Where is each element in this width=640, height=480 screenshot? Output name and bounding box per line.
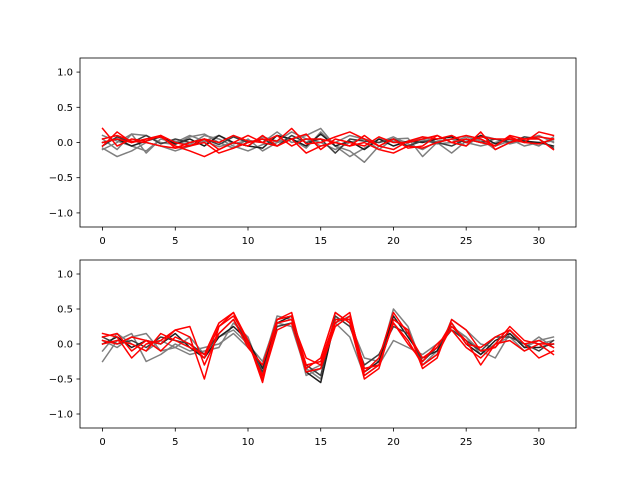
x-tick-label: 20 (387, 437, 400, 448)
x-tick-label: 15 (314, 437, 327, 448)
series-line-7 (101, 311, 555, 373)
x-tick-label: 5 (172, 236, 178, 247)
x-tick-label: 5 (172, 437, 178, 448)
y-tick-label: −1.0 (49, 208, 73, 219)
y-tick-label: −0.5 (49, 173, 73, 184)
series-line-3 (101, 315, 555, 384)
x-tick-label: 0 (99, 437, 105, 448)
y-tick-label: −1.0 (49, 410, 73, 421)
chart-bottom: 0 5 10 15 20 25 30 −1.0 −0.5 0.0 0.5 1.0 (49, 259, 577, 448)
series-group (101, 127, 555, 163)
series-line-8 (101, 315, 555, 380)
y-tick-label: 0.0 (57, 340, 73, 351)
series-line-9 (101, 131, 555, 151)
y-tick-label: 0.5 (57, 103, 73, 114)
x-tick-label: 10 (242, 437, 255, 448)
y-tick-label: −0.5 (49, 375, 73, 386)
x-tick-label: 25 (460, 236, 473, 247)
x-tick-label: 20 (387, 236, 400, 247)
chart-top: 0 5 10 15 20 25 30 −1.0 −0.5 0.0 0.5 1.0 (49, 57, 577, 247)
y-tick-label: 0.5 (57, 305, 73, 316)
x-tick-label: 15 (314, 236, 327, 247)
x-tick-label: 30 (533, 437, 546, 448)
series-line-0 (101, 127, 555, 158)
x-tick-label: 25 (460, 437, 473, 448)
y-tick-label: 1.0 (57, 68, 73, 79)
y-tick-label: 1.0 (57, 270, 73, 281)
x-tick-label: 30 (533, 236, 546, 247)
y-tick-label: 0.0 (57, 138, 73, 149)
series-line-6 (101, 311, 555, 377)
x-tick-label: 0 (99, 236, 105, 247)
x-tick-label: 10 (242, 236, 255, 247)
series-group (101, 308, 555, 384)
